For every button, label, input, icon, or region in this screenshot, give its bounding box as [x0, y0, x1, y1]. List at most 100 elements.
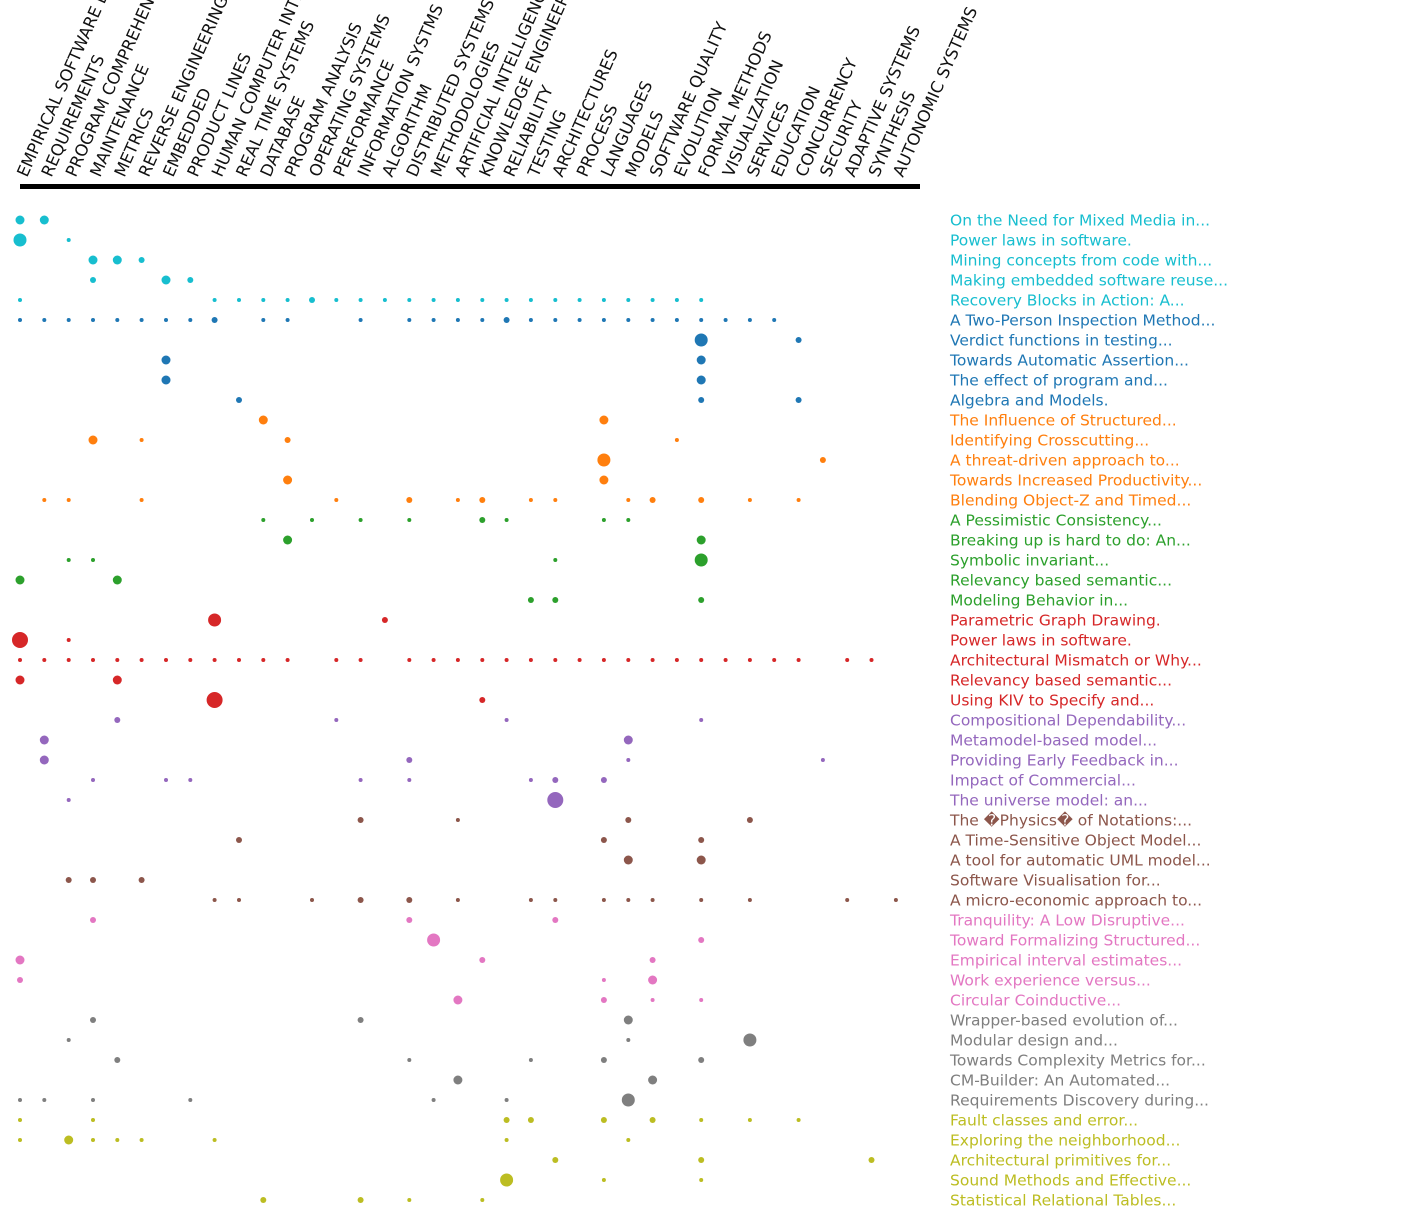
row-label[interactable]: Statistical Relational Tables... — [950, 1192, 1176, 1210]
data-point — [42, 658, 47, 662]
data-point — [553, 658, 558, 662]
data-point — [358, 298, 363, 302]
data-point — [674, 318, 679, 322]
data-point — [577, 658, 582, 662]
data-point — [39, 755, 49, 765]
row-label[interactable]: Symbolic invariant... — [950, 552, 1109, 570]
row-label[interactable]: Exploring the neighborhood... — [950, 1132, 1180, 1150]
data-point — [479, 957, 486, 963]
data-point — [310, 898, 314, 902]
data-point — [552, 597, 559, 603]
data-point — [747, 498, 752, 502]
row-label[interactable]: Breaking up is hard to do: An... — [950, 532, 1191, 550]
data-point — [795, 397, 802, 403]
data-point — [528, 1058, 533, 1062]
row-label[interactable]: A tool for automatic UML model... — [950, 852, 1211, 870]
data-point — [845, 898, 850, 902]
row-label[interactable]: Architectural Mismatch or Why... — [950, 652, 1202, 670]
data-point — [480, 658, 485, 662]
data-point — [431, 1098, 436, 1102]
row-label[interactable]: Toward Formalizing Structured... — [949, 932, 1200, 950]
data-point — [91, 1098, 95, 1102]
data-point — [699, 718, 704, 722]
data-point — [115, 658, 120, 662]
row-label[interactable]: Blending Object-Z and Timed... — [950, 492, 1191, 510]
data-point — [455, 318, 460, 322]
row-label[interactable]: Parametric Graph Drawing. — [950, 612, 1161, 630]
data-point — [334, 658, 339, 662]
data-point — [772, 658, 777, 662]
row-label[interactable]: Empirical interval estimates... — [950, 952, 1182, 970]
row-label[interactable]: Circular Coinductive... — [950, 992, 1121, 1010]
data-point — [504, 1098, 509, 1102]
row-label[interactable]: Verdict functions in testing... — [950, 332, 1173, 350]
row-label[interactable]: Relevancy based semantic... — [950, 572, 1172, 590]
row-label[interactable]: Wrapper-based evolution of... — [950, 1012, 1178, 1030]
row-label[interactable]: A Time-Sensitive Object Model... — [950, 832, 1201, 850]
row-label[interactable]: CM-Builder: An Automated... — [950, 1072, 1170, 1090]
data-point — [91, 558, 95, 562]
row-label[interactable]: Power laws in software. — [950, 632, 1132, 650]
row-label[interactable]: Making embedded software reuse... — [950, 272, 1228, 290]
row-label[interactable]: Metamodel-based model... — [950, 732, 1157, 750]
data-point — [212, 898, 217, 902]
data-point — [455, 818, 460, 822]
row-label[interactable]: Mining concepts from code with... — [950, 252, 1212, 270]
row-label[interactable]: Towards Automatic Assertion... — [949, 352, 1189, 370]
data-point — [18, 318, 22, 322]
data-point — [91, 778, 95, 782]
row-label[interactable]: A Pessimistic Consistency... — [950, 512, 1162, 530]
row-label[interactable]: Using KIV to Specify and... — [950, 692, 1154, 710]
data-point — [115, 318, 120, 322]
row-label[interactable]: Relevancy based semantic... — [950, 672, 1172, 690]
data-point — [188, 318, 193, 322]
row-label[interactable]: Algebra and Models. — [950, 392, 1109, 410]
row-label[interactable]: Modular design and... — [950, 1032, 1118, 1050]
row-label[interactable]: A threat-driven approach to... — [950, 452, 1180, 470]
row-label[interactable]: A micro-economic approach to... — [950, 892, 1202, 910]
data-point — [528, 318, 533, 322]
row-label[interactable]: The universe model: an... — [949, 792, 1148, 810]
row-label[interactable]: The effect of program and... — [949, 372, 1168, 390]
data-point — [601, 898, 606, 902]
data-point — [358, 778, 363, 782]
data-point — [649, 497, 656, 503]
data-point — [66, 238, 71, 242]
data-point — [138, 877, 145, 883]
data-point — [623, 855, 633, 865]
row-label[interactable]: The �Physics� of Notations:... — [949, 811, 1192, 830]
data-point — [820, 758, 825, 762]
row-label[interactable]: Sound Methods and Effective... — [950, 1172, 1191, 1190]
data-point — [427, 933, 441, 947]
row-label[interactable]: Towards Complexity Metrics for... — [949, 1052, 1206, 1070]
data-point — [479, 497, 486, 503]
row-label[interactable]: Recovery Blocks in Action: A... — [950, 292, 1185, 310]
row-label[interactable]: A Two-Person Inspection Method... — [950, 312, 1215, 330]
row-label[interactable]: Modeling Behavior in... — [950, 592, 1128, 610]
row-label[interactable]: Software Visualisation for... — [950, 872, 1161, 890]
row-label[interactable]: Impact of Commercial... — [950, 772, 1136, 790]
row-label[interactable]: On the Need for Mixed Media in... — [950, 212, 1210, 230]
data-point — [139, 658, 144, 662]
data-point — [552, 917, 559, 923]
data-point — [723, 658, 728, 662]
row-label[interactable]: Tranquility: A Low Disruptive... — [949, 912, 1185, 930]
row-label[interactable]: Fault classes and error... — [950, 1112, 1138, 1130]
row-label[interactable]: Towards Increased Productivity... — [949, 472, 1202, 490]
data-point — [188, 1098, 193, 1102]
row-label[interactable]: Architectural primitives for... — [950, 1152, 1171, 1170]
row-label[interactable]: Work experience versus... — [950, 972, 1151, 990]
data-point — [600, 997, 607, 1003]
row-label[interactable]: The Influence of Structured... — [949, 412, 1177, 430]
row-label[interactable]: Power laws in software. — [950, 232, 1132, 250]
row-label[interactable]: Compositional Dependability... — [950, 712, 1186, 730]
data-point — [211, 317, 218, 323]
row-label[interactable]: Identifying Crosscutting... — [950, 432, 1149, 450]
data-point — [626, 1038, 631, 1042]
row-label[interactable]: Providing Early Feedback in... — [950, 752, 1179, 770]
data-point — [796, 498, 801, 502]
row-label[interactable]: Requirements Discovery during... — [950, 1092, 1209, 1110]
data-point — [187, 277, 194, 283]
data-point — [599, 415, 609, 425]
data-point — [431, 658, 436, 662]
